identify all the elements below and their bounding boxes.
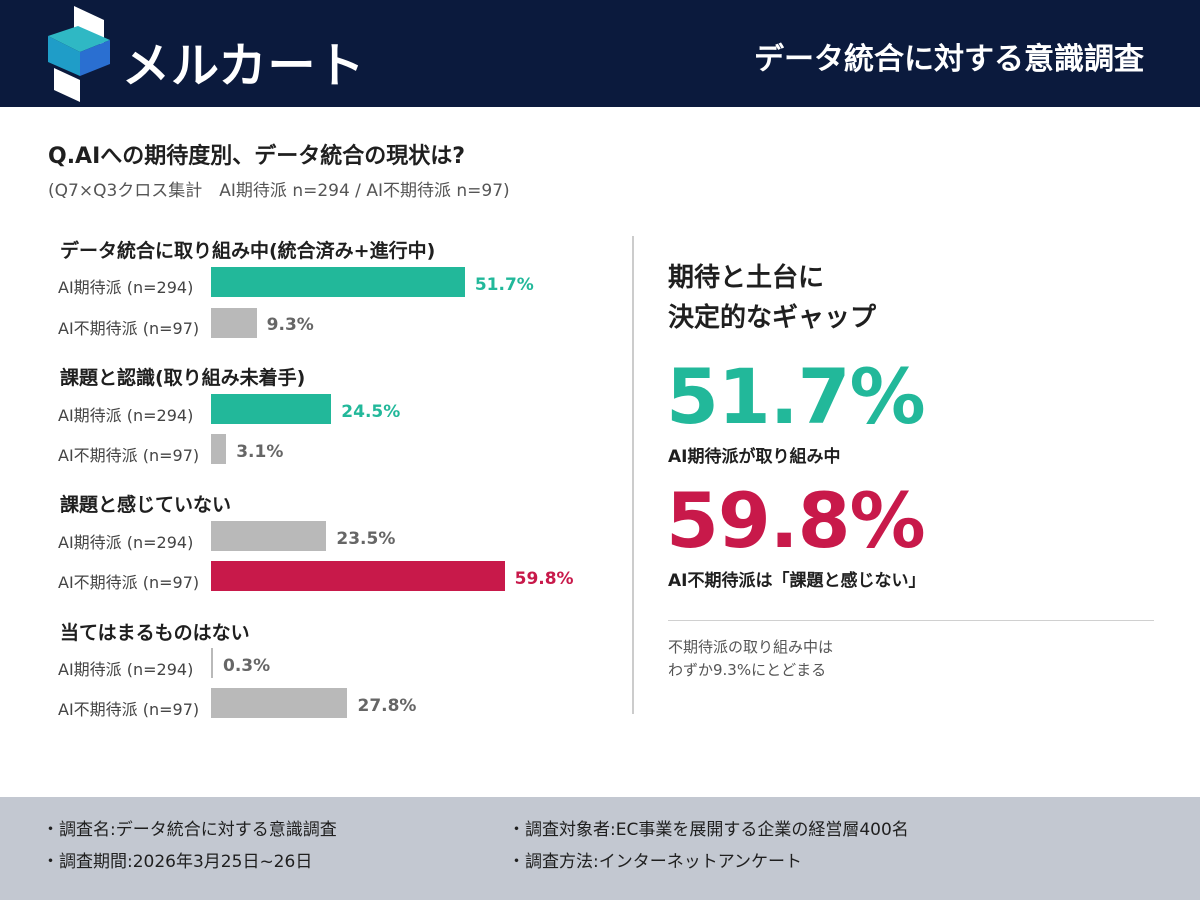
stat2-caption: AI不期待派は「課題と感じない」 [668,571,926,591]
footer-survey-target: ・調査対象者:EC事業を展開する企業の経営層400名 [508,820,909,840]
row-label: AI不期待派 (n=97) [58,319,200,338]
group-title: 当てはまるものはない [60,622,250,644]
note-line1: 不期待派の取り組み中は [668,638,834,656]
footer: ・調査名:データ統合に対する意識調査 ・調査期間:2026年3月25日~26日 … [0,797,1200,900]
highlight-note: 不期待派の取り組み中は わずか9.3%にとどまる [668,636,833,682]
value-label: 0.3% [223,656,271,676]
bar [211,394,332,424]
value-label: 9.3% [266,315,314,335]
group-title: 課題と感じていない [60,494,232,516]
value-label: 23.5% [336,529,396,549]
horizontal-rule [668,620,1154,621]
vertical-divider [632,236,634,714]
bar [211,521,327,551]
value-label: 59.8% [514,569,574,589]
row-label: AI不期待派 (n=97) [58,700,200,719]
note-line2: わずか9.3%にとどまる [668,661,827,679]
footer-survey-method: ・調査方法:インターネットアンケート [508,852,803,872]
highlight-title-line2: 決定的なギャップ [668,303,877,333]
value-label: 27.8% [357,696,417,716]
report-title: データ統合に対する意識調査 [754,42,1144,77]
row-label: AI期待派 (n=294) [58,660,194,679]
footer-survey-name: ・調査名:データ統合に対する意識調査 [42,820,337,840]
bar [211,267,465,297]
bar [211,561,505,591]
brand-logo-icon [48,6,110,102]
question-title: Q.AIへの期待度別、データ統合の現状は? [48,144,466,169]
row-label: AI期待派 (n=294) [58,278,194,297]
header-bar: メルカート データ統合に対する意識調査 [0,0,1200,107]
stat2-value: 59.8% [666,476,926,565]
value-label: 24.5% [341,402,401,422]
bar [211,648,213,678]
highlight-title-line1: 期待と土台に [668,263,825,293]
question-subtitle: (Q7×Q3クロス集計 AI期待派 n=294 / AI不期待派 n=97) [48,181,510,201]
value-label: 51.7% [474,275,534,295]
brand-name: メルカート [122,38,366,94]
bar [211,434,227,464]
bar [211,308,257,338]
group-title: 課題と認識(取り組み未着手) [60,367,306,389]
stat1-caption: AI期待派が取り組み中 [668,447,841,467]
value-label: 3.1% [236,442,284,462]
group-title: データ統合に取り組み中(統合済み+進行中) [60,240,436,262]
bar [211,688,348,718]
stat1-value: 51.7% [666,352,926,441]
row-label: AI不期待派 (n=97) [58,573,200,592]
highlight-title: 期待と土台に 決定的なギャップ [668,258,876,338]
row-label: AI期待派 (n=294) [58,533,194,552]
row-label: AI不期待派 (n=97) [58,446,200,465]
footer-survey-period: ・調査期間:2026年3月25日~26日 [42,852,313,872]
row-label: AI期待派 (n=294) [58,406,194,425]
